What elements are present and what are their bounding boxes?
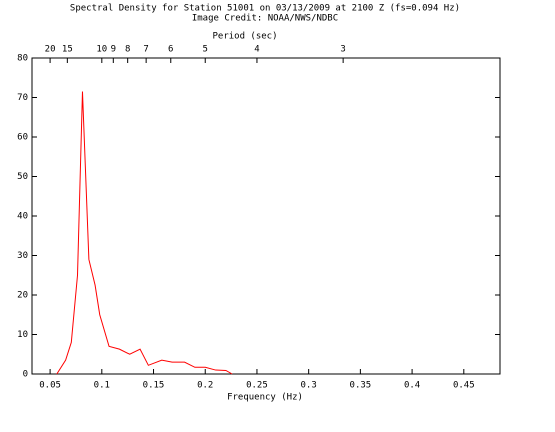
y-tick-label: 60 xyxy=(17,133,28,143)
y-tick-label: 20 xyxy=(17,291,28,301)
y-tick-label: 30 xyxy=(17,251,28,261)
x-axis-label: Frequency (Hz) xyxy=(227,393,303,403)
y-tick-label: 50 xyxy=(17,172,28,182)
x2-tick-label: 10 xyxy=(96,45,107,55)
y-tick-label: 70 xyxy=(17,93,28,103)
x-tick-label: 0.35 xyxy=(350,381,372,391)
y-tick-label: 0 xyxy=(23,370,28,380)
x2-tick-label: 20 xyxy=(45,45,56,55)
plot-frame xyxy=(31,57,501,375)
x2-tick-label: 4 xyxy=(254,45,259,55)
x-tick-label: 0.25 xyxy=(246,381,268,391)
x-tick-label: 0.05 xyxy=(39,381,61,391)
x2-tick-label: 5 xyxy=(203,45,208,55)
x-tick-label: 0.4 xyxy=(404,381,420,391)
x2-tick-label: 8 xyxy=(125,45,130,55)
x-tick-label: 0.2 xyxy=(197,381,213,391)
x2-tick-label: 9 xyxy=(111,45,116,55)
y-tick-label: 10 xyxy=(17,330,28,340)
x2-tick-label: 6 xyxy=(168,45,173,55)
chart-title: Spectral Density for Station 51001 on 03… xyxy=(70,4,460,14)
chart-subtitle: Image Credit: NOAA/NWS/NDBC xyxy=(192,14,338,24)
x-tick-label: 0.15 xyxy=(143,381,165,391)
x-tick-label: 0.3 xyxy=(301,381,317,391)
x2-axis-label: Period (sec) xyxy=(212,32,277,42)
x-tick-label: 0.1 xyxy=(94,381,110,391)
y-tick-label: 40 xyxy=(17,212,28,222)
y-tick-label: 80 xyxy=(17,54,28,64)
x2-tick-label: 7 xyxy=(143,45,148,55)
x2-tick-label: 3 xyxy=(340,45,345,55)
data-line xyxy=(56,91,233,375)
x-tick-label: 0.45 xyxy=(453,381,475,391)
x2-tick-label: 15 xyxy=(62,45,73,55)
